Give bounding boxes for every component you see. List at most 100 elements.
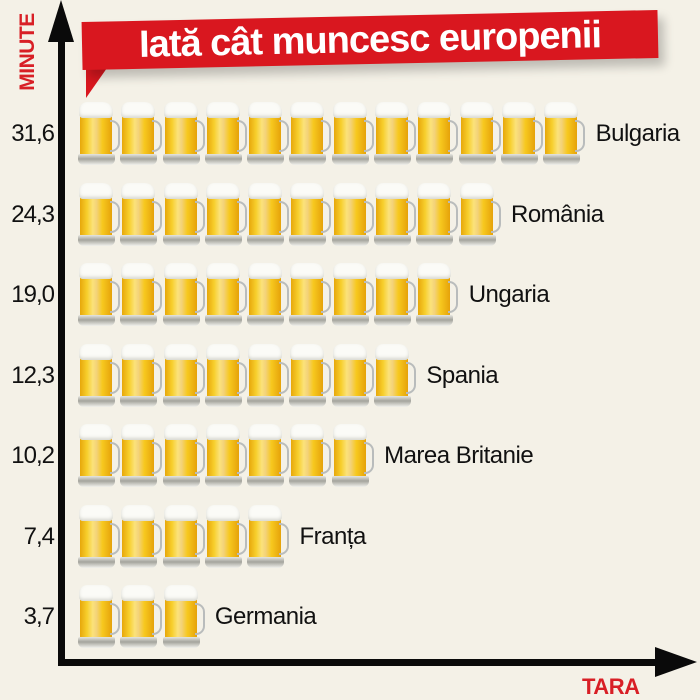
mug-handle: [194, 120, 205, 152]
mug-foam: [163, 343, 198, 360]
mug-handle: [110, 200, 120, 233]
mug-base: [120, 315, 158, 326]
mug-beer: [333, 356, 366, 397]
mug-base: [247, 154, 285, 165]
mug-beer: [418, 195, 451, 236]
mug-handle: [110, 361, 120, 394]
beer-mug-icon: [543, 102, 586, 168]
mug-beer: [206, 276, 239, 316]
mug-handle: [152, 603, 163, 635]
mug-beer: [122, 195, 155, 236]
mug-beer: [249, 437, 282, 477]
beer-mug-icon: [247, 424, 290, 490]
beer-mug-icon: [204, 102, 247, 168]
mug-handle: [236, 281, 247, 313]
beer-mug-icon: [289, 182, 332, 249]
mug-base: [247, 315, 285, 326]
mug-beer: [80, 276, 112, 316]
mug-handle: [152, 281, 163, 313]
mug-foam: [205, 182, 240, 199]
mug-handle: [279, 120, 290, 152]
mug-handle: [194, 281, 205, 313]
mug-beer: [249, 195, 282, 236]
mug-base: [331, 154, 369, 165]
beer-mug-icon: [204, 343, 247, 410]
mug-base: [120, 395, 158, 407]
mug-foam: [121, 263, 156, 279]
mug-handle: [279, 361, 290, 394]
beer-mug-icon: [78, 263, 120, 329]
mug-beer: [164, 598, 197, 638]
beer-mug-icon: [120, 263, 163, 329]
beer-mug-icon: [289, 263, 332, 329]
mug-foam: [163, 424, 198, 440]
mug-beer: [122, 437, 155, 477]
mug-base: [162, 637, 200, 648]
mug-foam: [79, 343, 113, 360]
chart-row: 3,7 Germania: [0, 581, 700, 653]
country-label: Marea Britanie: [384, 442, 534, 469]
mug-handle: [152, 200, 163, 233]
mug-handle: [236, 522, 247, 555]
chart-row: 19,0 Ungaria: [0, 259, 700, 331]
mug-beer: [164, 356, 197, 397]
mug-handle: [279, 522, 290, 555]
mug-base: [289, 315, 327, 326]
mug-base: [416, 315, 454, 326]
chart-row: 31,6 Bulgaria: [0, 98, 700, 170]
beer-mug-icon: [374, 102, 417, 168]
x-axis-title: TARA: [582, 674, 640, 699]
mug-base: [331, 476, 369, 487]
beer-mug-icon: [458, 102, 501, 168]
beer-mug-icon: [162, 263, 205, 329]
mug-beer: [460, 195, 493, 236]
mug-foam: [79, 585, 113, 601]
mug-beer: [376, 115, 409, 155]
beer-mug-icon: [78, 504, 120, 571]
mug-handle: [194, 200, 205, 233]
mug-base: [458, 234, 496, 246]
beer-mug-icon: [120, 102, 163, 168]
mug-beer: [122, 598, 155, 638]
mug-beer: [291, 276, 324, 316]
beer-mug-icon: [204, 263, 247, 329]
mug-beer: [80, 517, 112, 558]
beer-mug-icon: [416, 182, 459, 249]
mug-beer: [206, 356, 239, 397]
mug-beer: [249, 276, 282, 316]
mug-beer: [376, 195, 409, 236]
mug-bar: [78, 342, 417, 410]
mug-foam: [501, 102, 536, 118]
mug-base: [78, 637, 115, 648]
mug-foam: [205, 102, 240, 118]
mug-beer: [206, 517, 239, 558]
beer-mug-icon: [374, 343, 417, 410]
mug-beer: [206, 195, 239, 236]
beer-mug-icon: [204, 424, 247, 490]
chart-row: 10,2 Marea Britanie: [0, 420, 700, 492]
mug-beer: [122, 517, 155, 558]
mug-handle: [406, 120, 417, 152]
mug-foam: [121, 504, 156, 521]
beer-mug-icon: [162, 343, 205, 410]
mug-base: [120, 234, 158, 246]
mug-beer: [164, 115, 197, 155]
mug-foam: [375, 263, 410, 279]
beer-mug-icon: [120, 585, 163, 651]
mug-foam: [121, 424, 156, 440]
value-label: 10,2: [11, 442, 55, 469]
mug-base: [416, 154, 454, 165]
mug-handle: [406, 200, 417, 233]
mug-beer: [122, 276, 155, 316]
beer-mug-icon: [416, 263, 459, 329]
beer-mug-icon: [204, 504, 247, 571]
mug-beer: [333, 115, 366, 155]
mug-base: [78, 154, 115, 165]
mug-foam: [332, 424, 367, 440]
mug-base: [120, 154, 158, 165]
beer-mug-icon: [247, 263, 290, 329]
beer-mug-icon: [500, 102, 543, 168]
mug-foam: [205, 263, 240, 279]
beer-mug-icon: [331, 424, 374, 490]
x-axis-arrow-icon: [655, 647, 697, 677]
